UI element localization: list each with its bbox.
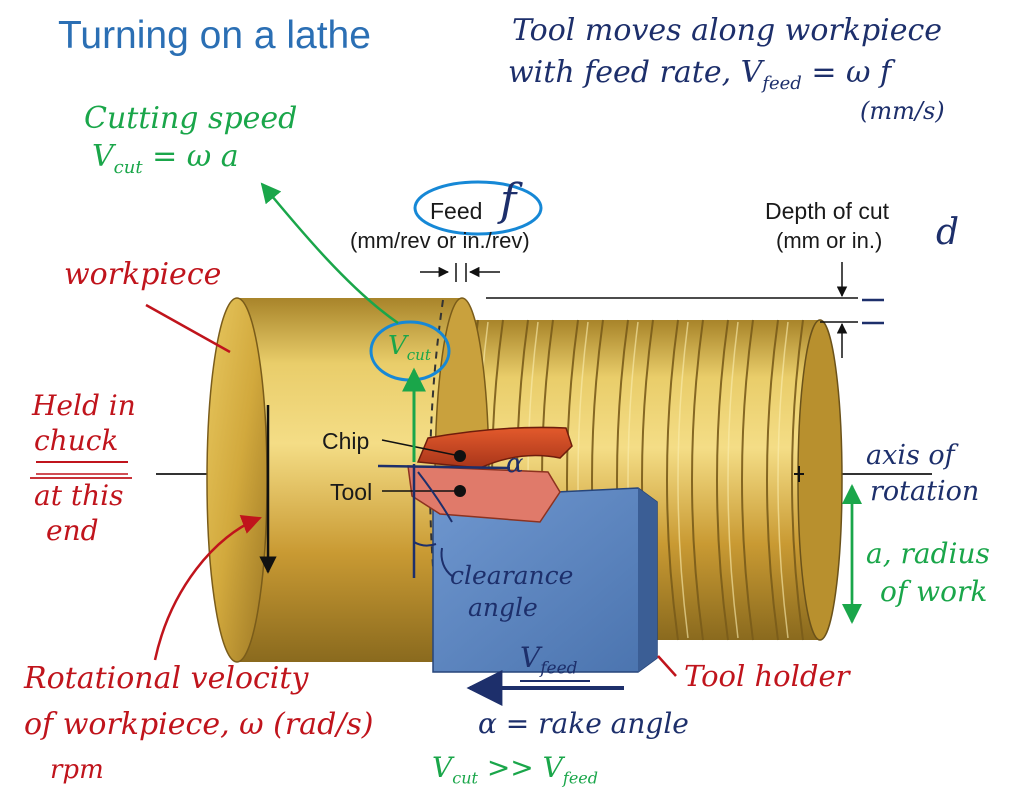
held-note-line1: Held in bbox=[32, 389, 136, 422]
held-note-line2: chuck bbox=[34, 424, 119, 457]
held-note-line3: at this bbox=[34, 479, 124, 512]
alpha-symbol: α bbox=[506, 449, 524, 479]
green-link-curve bbox=[260, 182, 399, 325]
axis-note-line2: rotation bbox=[870, 476, 980, 507]
cutting-speed-label: Cutting speed bbox=[84, 101, 298, 136]
vcut-circled-label: Vcut bbox=[388, 331, 431, 365]
vfeed-label: Vfeed bbox=[520, 641, 578, 679]
rotation-note-line1: Rotational velocity bbox=[24, 661, 309, 696]
feed-dimension bbox=[420, 263, 500, 282]
tool-label: Tool bbox=[330, 479, 373, 505]
chip-label: Chip bbox=[322, 428, 370, 454]
depth-symbol-d: d bbox=[936, 212, 960, 253]
page-title: Turning on a lathe bbox=[58, 14, 371, 57]
speed-comparison: Vcut >> Vfeed bbox=[432, 751, 598, 788]
feed-label: Feed bbox=[430, 198, 483, 224]
workpiece-label: workpiece bbox=[64, 257, 222, 292]
axis-note-line1: axis of bbox=[866, 440, 955, 471]
clearance-note-line1: clearance bbox=[450, 561, 574, 590]
vcut-equation: Vcut = ω a bbox=[92, 139, 239, 178]
tool-holder-block bbox=[432, 487, 658, 673]
rotation-note-line3: rpm bbox=[50, 755, 104, 785]
tool-holder-label: Tool holder bbox=[684, 659, 850, 693]
depth-units-label: (mm or in.) bbox=[776, 228, 883, 253]
depth-dimension bbox=[486, 262, 858, 358]
clearance-note-line2: angle bbox=[468, 593, 538, 622]
feed-circle bbox=[413, 180, 543, 236]
tool-moves-note-line1: Tool moves along workpiece bbox=[512, 13, 943, 48]
tool-shape bbox=[407, 465, 561, 523]
depth-of-cut-label: Depth of cut bbox=[765, 198, 890, 224]
feed-units-label: (mm/rev or in./rev) bbox=[350, 228, 530, 253]
tool-moves-units: (mm/s) bbox=[860, 97, 945, 125]
radius-note-line1: a, radius bbox=[866, 537, 990, 570]
tool-moves-note-line2: with feed rate, Vfeed = ω f bbox=[508, 55, 892, 94]
feed-symbol-f: f bbox=[500, 175, 517, 226]
rake-angle-note: α = rake angle bbox=[478, 707, 689, 740]
rotation-red-arrow bbox=[153, 515, 262, 661]
radius-note-line2: of work bbox=[880, 575, 988, 608]
rotation-note-line2: of workpiece, ω (rad/s) bbox=[24, 707, 374, 742]
held-note-line4: end bbox=[46, 514, 99, 547]
